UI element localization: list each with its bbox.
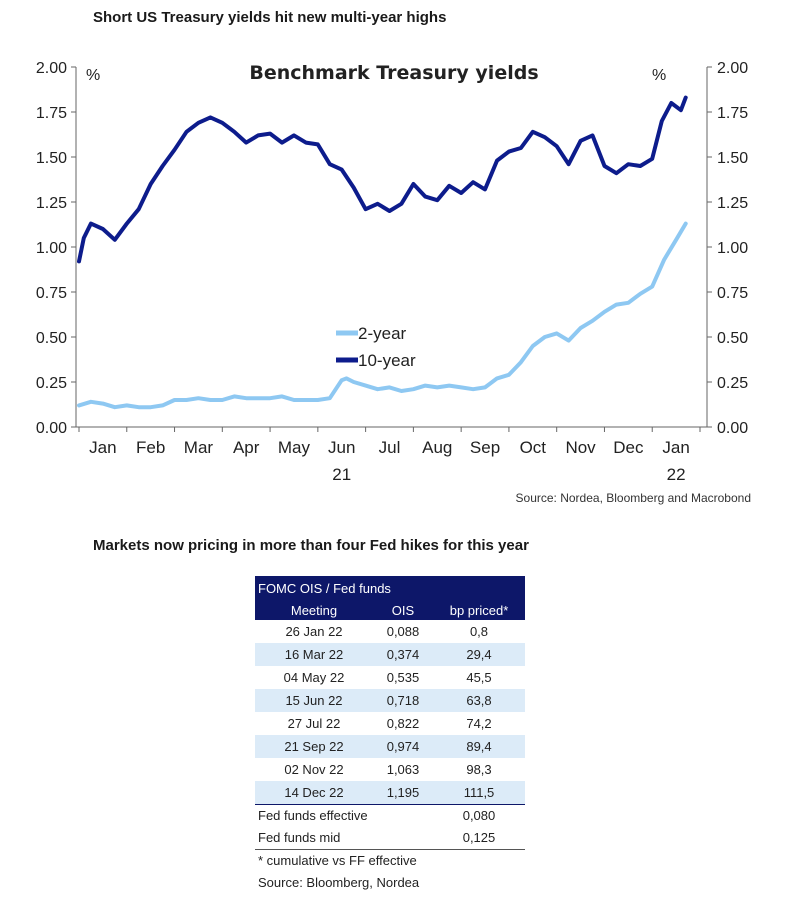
x-tick-label: Aug <box>422 438 452 457</box>
cell-bp: 29,4 <box>466 647 492 662</box>
series-line-10-year <box>77 95 688 264</box>
table-heading: Markets now pricing in more than four Fe… <box>93 537 529 554</box>
cell-bp: 45,5 <box>466 670 492 685</box>
x-tick-label: Nov <box>565 438 596 457</box>
x-tick-label: Sep <box>470 438 500 457</box>
cell-ois: 0,374 <box>386 647 420 662</box>
cell-meeting: 26 Jan 22 <box>285 624 343 639</box>
y-tick-label-right: 0.75 <box>717 285 748 302</box>
y-tick-label-left: 1.25 <box>36 195 67 212</box>
x-tick-label: Dec <box>613 438 644 457</box>
legend-label-2-year: 2-year <box>358 324 407 343</box>
table-row: 21 Sep 22 0,974 89,4 <box>255 735 525 758</box>
y-tick-label-left: 0.75 <box>36 285 67 302</box>
x-tick-label: Apr <box>233 438 260 457</box>
y-tick-label-left: 0.00 <box>36 420 67 437</box>
x-tick-label: Mar <box>184 438 214 457</box>
y-tick-label-left: 1.50 <box>36 150 67 167</box>
y-tick-label-right: 1.00 <box>717 240 748 257</box>
cell-ois: 0,718 <box>386 693 420 708</box>
chart-title: Benchmark Treasury yields <box>249 62 538 84</box>
treasury-yields-chart: 0.00 0.00 0.25 0.25 0.50 0.50 0.75 0.75 1.00 1.00… <box>36 60 748 480</box>
table-title: FOMC OIS / Fed funds <box>258 581 391 596</box>
column-header-ois: OIS <box>391 603 415 618</box>
cell-ois: 0,088 <box>386 624 420 639</box>
cell-ois: 0,535 <box>386 670 420 685</box>
y-tick-label-right: 0.25 <box>717 375 748 392</box>
cell-bp: 74,2 <box>466 716 492 731</box>
fed-funds-effective-value: 0,080 <box>462 808 496 823</box>
chart-heading: Short US Treasury yields hit new multi-y… <box>93 9 447 26</box>
left-unit-label: % <box>86 67 100 84</box>
table-column-headers: Meeting OIS bp priced* <box>255 599 525 620</box>
column-header-meeting: Meeting <box>290 603 338 618</box>
table-row: 16 Mar 22 0,374 29,4 <box>255 643 525 666</box>
cell-meeting: 04 May 22 <box>283 670 345 685</box>
x-tick-label: Oct <box>520 438 547 457</box>
cell-meeting: 16 Mar 22 <box>284 647 344 662</box>
y-tick-label-left: 0.50 <box>36 330 67 347</box>
table-row: 26 Jan 22 0,088 0,8 <box>255 620 525 643</box>
table-row: 15 Jun 22 0,718 63,8 <box>255 689 525 712</box>
cell-meeting: 15 Jun 22 <box>285 693 343 708</box>
x-year-label: 21 <box>332 465 351 480</box>
cell-ois: 0,974 <box>386 739 420 754</box>
column-header-bp-priced: bp priced* <box>449 603 509 618</box>
y-tick-label-left: 1.00 <box>36 240 67 257</box>
cell-bp: 89,4 <box>466 739 492 754</box>
y-tick-label-right: 1.25 <box>717 195 748 212</box>
x-tick-label: Jun <box>328 438 355 457</box>
table-row: 14 Dec 22 1,195 111,5 <box>255 781 525 805</box>
fed-funds-mid-value: 0,125 <box>462 830 496 845</box>
cell-meeting: 21 Sep 22 <box>284 739 344 754</box>
y-tick-label-left: 2.00 <box>36 60 67 77</box>
x-year-label: 22 <box>667 465 686 480</box>
right-unit-label: % <box>652 67 666 84</box>
series-line-2-year <box>77 221 688 410</box>
cell-meeting: 02 Nov 22 <box>284 762 344 777</box>
y-tick-label-right: 0.00 <box>717 420 748 437</box>
fed-funds-mid-row: Fed funds mid 0,125 <box>255 827 525 850</box>
cell-meeting: 27 Jul 22 <box>287 716 341 731</box>
table-row: 27 Jul 22 0,822 74,2 <box>255 712 525 735</box>
cell-bp: 111,5 <box>463 785 495 800</box>
fed-funds-effective-label: Fed funds effective <box>258 808 368 823</box>
y-tick-label-right: 1.75 <box>717 105 748 122</box>
cell-bp: 98,3 <box>466 762 492 777</box>
table-row: 04 May 22 0,535 45,5 <box>255 666 525 689</box>
x-tick-label: Feb <box>136 438 165 457</box>
cell-bp: 63,8 <box>466 693 492 708</box>
y-tick-label-right: 2.00 <box>717 60 748 77</box>
cell-bp: 0,8 <box>469 624 489 639</box>
x-tick-label: Jan <box>89 438 116 457</box>
table-header: FOMC OIS / Fed funds Meeting OIS bp pric… <box>255 576 525 620</box>
fed-funds-effective-row: Fed funds effective 0,080 <box>255 805 525 827</box>
x-tick-label: May <box>278 438 311 457</box>
table-source: Source: Bloomberg, Nordea <box>258 875 420 890</box>
cell-ois: 0,822 <box>386 716 420 731</box>
cell-meeting: 14 Dec 22 <box>284 785 344 800</box>
y-tick-label-left: 0.25 <box>36 375 67 392</box>
table-footnote: * cumulative vs FF effective <box>258 853 417 868</box>
chart-source: Source: Nordea, Bloomberg and Macrobond <box>515 491 751 505</box>
cell-ois: 1,063 <box>386 762 420 777</box>
y-tick-label-right: 0.50 <box>717 330 748 347</box>
y-tick-label-left: 1.75 <box>36 105 67 122</box>
chart-legend: 2-year 10-year <box>336 324 416 370</box>
legend-label-10-year: 10-year <box>358 351 416 370</box>
fomc-ois-table: FOMC OIS / Fed funds Meeting OIS bp pric… <box>255 576 525 894</box>
table-row: 02 Nov 22 1,063 98,3 <box>255 758 525 781</box>
x-tick-label: Jul <box>379 438 401 457</box>
cell-ois: 1,195 <box>386 785 420 800</box>
fed-funds-mid-label: Fed funds mid <box>258 830 341 845</box>
x-tick-label: Jan <box>662 438 689 457</box>
y-tick-label-right: 1.50 <box>717 150 748 167</box>
